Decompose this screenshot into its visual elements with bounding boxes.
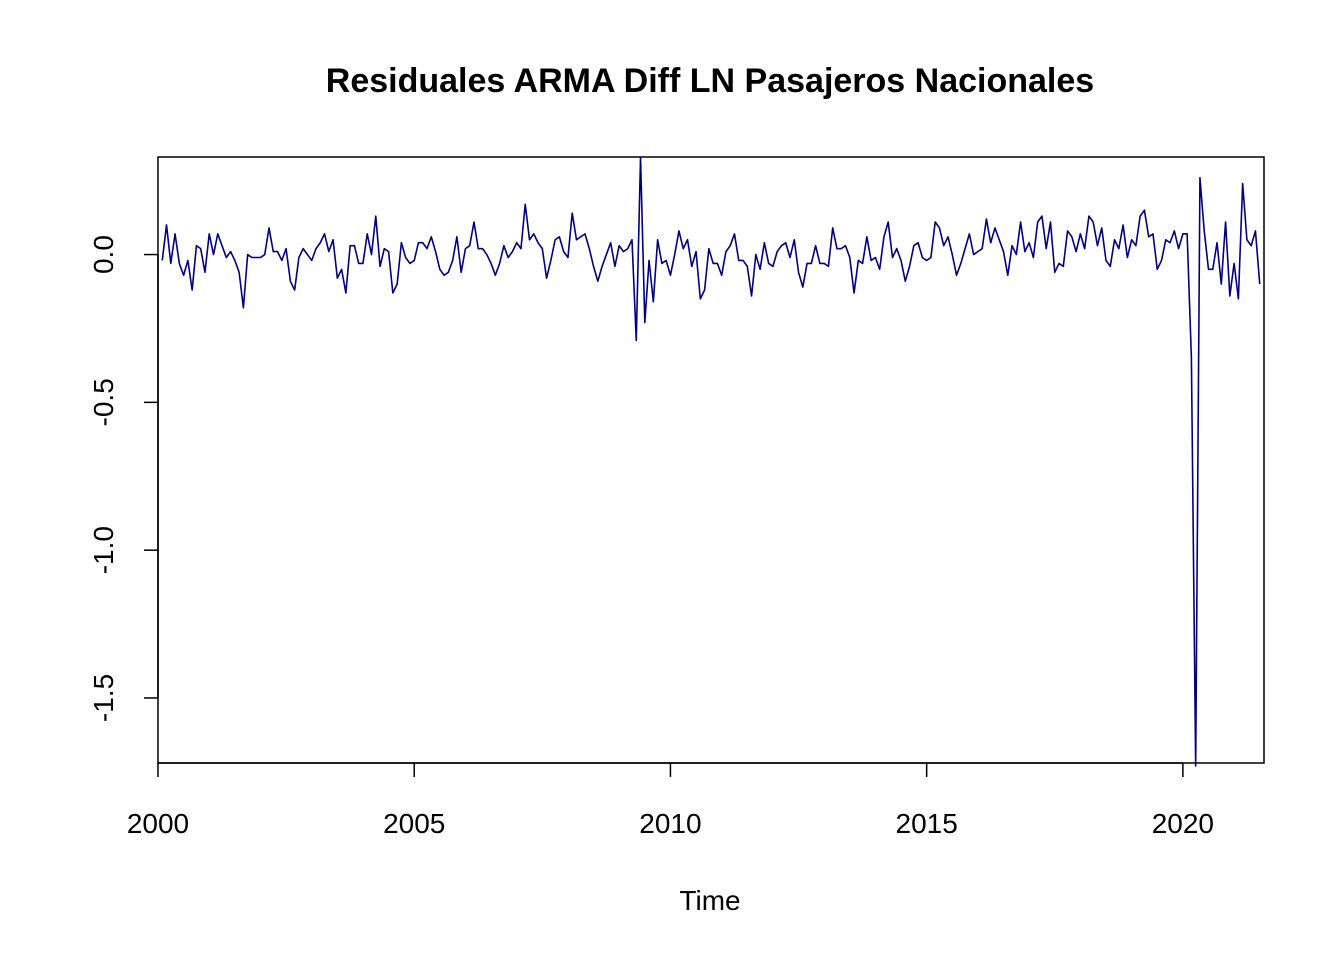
y-tick-label: 0.0	[88, 235, 119, 274]
x-tick-label: 2020	[1152, 808, 1214, 839]
x-axis-label: Time	[679, 885, 740, 916]
x-tick-label: 2010	[639, 808, 701, 839]
y-tick-label: -1.0	[88, 526, 119, 574]
x-axis: 2000 2005 2010 2015 2020	[127, 762, 1214, 839]
y-tick-label: -0.5	[88, 378, 119, 426]
x-tick-label: 2015	[896, 808, 958, 839]
y-tick-label: -1.5	[88, 674, 119, 722]
y-axis: -1.5 -1.0 -0.5 0.0	[88, 235, 159, 722]
x-tick-label: 2005	[383, 808, 445, 839]
plot-frame	[157, 156, 1265, 764]
series-line-residuals	[161, 156, 1261, 767]
x-tick-label: 2000	[127, 808, 189, 839]
chart-title: Residuales ARMA Diff LN Pasajeros Nacion…	[326, 62, 1094, 100]
